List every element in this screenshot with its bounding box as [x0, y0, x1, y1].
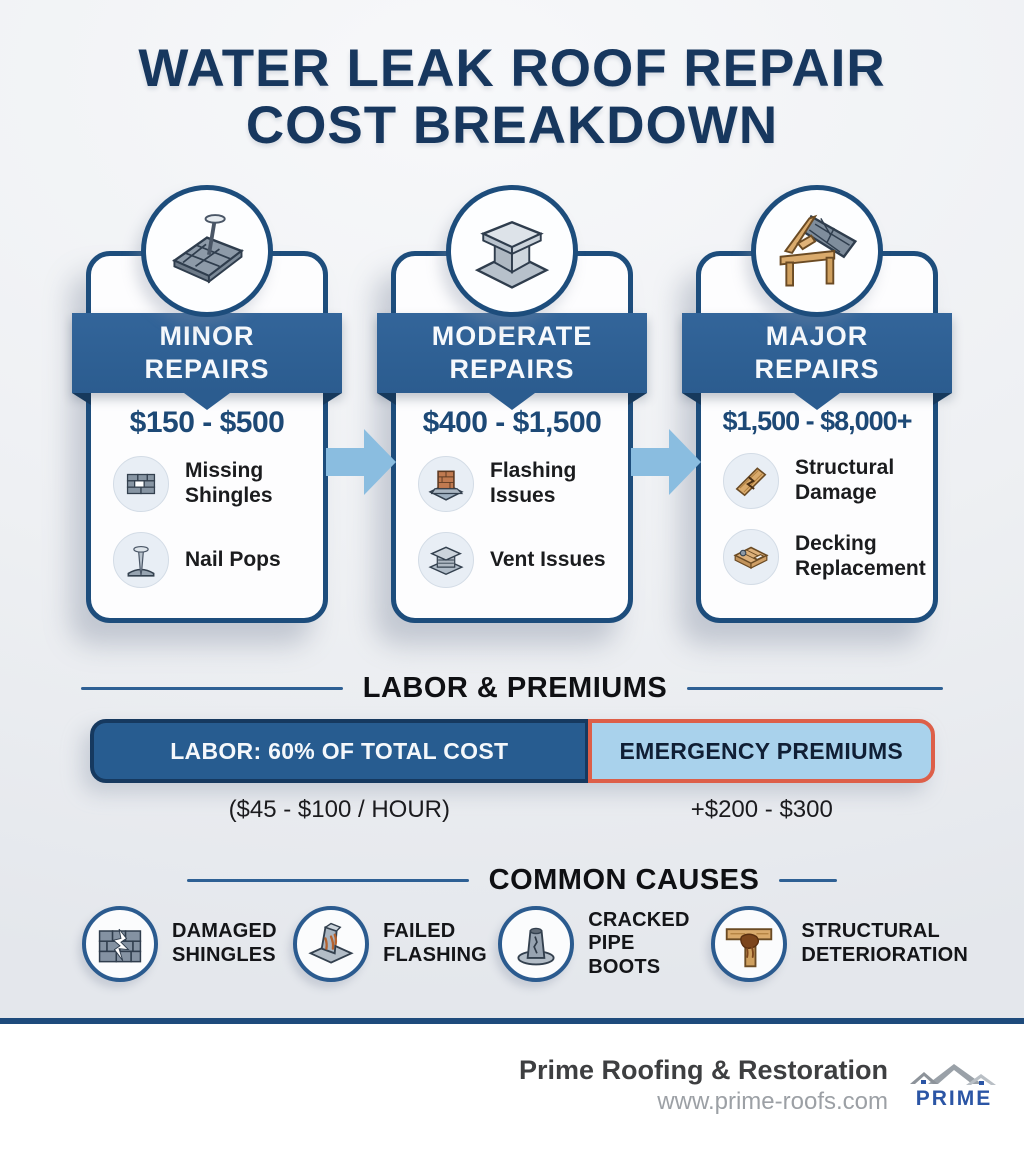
prime-logo: PRIME [906, 1060, 1002, 1111]
cause-structural-deterioration: STRUCTURAL DETERIORATION [711, 906, 968, 982]
card-header-moderate: MODERATE REPAIRS [377, 313, 647, 410]
cause-cracked-pipe-boots: CRACKED PIPE BOOTS [498, 906, 711, 982]
list-item: Vent Issues [418, 532, 618, 588]
card-header-label: MODERATE REPAIRS [431, 321, 593, 384]
roof-vent-icon [446, 185, 578, 317]
ribbon-fold-right [628, 393, 647, 405]
repair-tier-cards: MINOR REPAIRS $150 - $500 [72, 185, 952, 631]
list-item-label: Flashing Issues [490, 459, 577, 507]
heading-rule-right [687, 687, 944, 690]
rooftop-logo-icon [910, 1063, 996, 1085]
footer-divider [0, 1018, 1024, 1024]
card-header-label: MINOR REPAIRS [144, 321, 270, 384]
heading-text: LABOR & PREMIUMS [362, 672, 668, 704]
footer-text: Prime Roofing & Restoration www.prime-ro… [519, 1055, 888, 1116]
heading-rule-right [779, 879, 838, 882]
flashing-issues-icon [418, 456, 474, 512]
ribbon-fold-left [377, 393, 396, 405]
price-range: $400 - $1,500 [422, 406, 602, 439]
labor-segment: LABOR: 60% OF TOTAL COST [90, 719, 589, 783]
card-body: MINOR REPAIRS $150 - $500 [72, 251, 342, 623]
structural-damage-icon [723, 453, 779, 509]
bar-sublabels: ($45 - $100 / HOUR) +$200 - $300 [90, 796, 935, 824]
footer: Prime Roofing & Restoration www.prime-ro… [0, 1024, 1024, 1154]
cause-label: CRACKED PIPE BOOTS [588, 908, 690, 978]
issue-list: Structural Damage [701, 453, 933, 585]
title-line2: COST BREAKDOWN [245, 96, 779, 156]
card-header-minor: MINOR REPAIRS [72, 313, 342, 410]
list-item: Decking Replacement [723, 529, 926, 585]
failed-flashing-icon [293, 906, 370, 982]
page-title: WATER LEAK ROOF REPAIR COST BREAKDOWN [0, 39, 1024, 156]
decking-replacement-icon [723, 529, 779, 585]
vent-issues-icon [418, 532, 474, 588]
cause-failed-flashing: FAILED FLASHING [293, 906, 498, 982]
labor-premium-bar: LABOR: 60% OF TOTAL COST EMERGENCY PREMI… [90, 719, 935, 783]
card-moderate-repairs: MODERATE REPAIRS $400 - $1,500 [377, 185, 647, 623]
website-url: www.prime-roofs.com [657, 1087, 888, 1115]
labor-premiums-heading: LABOR & PREMIUMS [0, 672, 1024, 705]
list-item-label: Vent Issues [490, 547, 606, 571]
cracked-pipe-boot-icon [498, 906, 575, 982]
premium-amount-label: +$200 - $300 [690, 796, 833, 823]
issue-list: Flashing Issues [396, 456, 628, 588]
cause-damaged-shingles: DAMAGED SHINGLES [82, 906, 293, 982]
company-name: Prime Roofing & Restoration [518, 1054, 888, 1085]
list-item-label: Nail Pops [185, 547, 281, 571]
list-item: Nail Pops [113, 532, 313, 588]
main-background: WATER LEAK ROOF REPAIR COST BREAKDOWN [0, 0, 1024, 1018]
list-item: Missing Shingles [113, 456, 313, 512]
list-item-label: Missing Shingles [185, 459, 273, 507]
cause-label: DAMAGED SHINGLES [172, 920, 277, 966]
ribbon-fold-left [682, 393, 701, 405]
price-range: $1,500 - $8,000+ [722, 406, 913, 436]
card-header-label: MAJOR REPAIRS [754, 321, 880, 384]
list-item: Structural Damage [723, 453, 923, 509]
common-causes-heading: COMMON CAUSES [0, 864, 1024, 897]
logo-wordmark: PRIME [915, 1086, 993, 1110]
nail-pops-icon [113, 532, 169, 588]
ribbon-fold-right [323, 393, 342, 405]
missing-shingles-icon [113, 456, 169, 512]
price-range: $150 - $500 [129, 406, 285, 439]
arrow-right-icon [631, 429, 701, 495]
structural-deterioration-icon [711, 906, 788, 982]
ribbon-fold-right [933, 393, 952, 405]
arrow-right-icon [326, 429, 396, 495]
ribbon-fold-left [72, 393, 91, 405]
card-header-major: MAJOR REPAIRS [682, 313, 952, 410]
shingle-nail-icon [141, 185, 273, 317]
damaged-shingles-icon [82, 906, 158, 982]
cause-label: STRUCTURAL DETERIORATION [801, 920, 968, 966]
card-minor-repairs: MINOR REPAIRS $150 - $500 [72, 185, 342, 623]
issue-list: Missing Shingles Na [91, 456, 323, 588]
emergency-premium-segment: EMERGENCY PREMIUMS [587, 719, 935, 783]
cause-label: FAILED FLASHING [383, 920, 487, 966]
list-item: Flashing Issues [418, 456, 618, 512]
heading-rule-left [80, 687, 343, 690]
heading-text: COMMON CAUSES [488, 864, 760, 896]
common-causes-row: DAMAGED SHINGLES FAILED FLASHING [82, 906, 968, 982]
list-item-label: Structural Damage [795, 456, 895, 504]
heading-rule-left [186, 879, 469, 882]
labor-rate-label: ($45 - $100 / HOUR) [228, 796, 450, 823]
card-major-repairs: MAJOR REPAIRS $1,500 - $8,000+ [682, 185, 952, 623]
list-item-label: Decking Replacement [795, 532, 926, 580]
card-body: MAJOR REPAIRS $1,500 - $8,000+ [682, 251, 952, 623]
damaged-roof-frame-icon [751, 185, 883, 317]
title-line1: WATER LEAK ROOF REPAIR [138, 39, 886, 98]
